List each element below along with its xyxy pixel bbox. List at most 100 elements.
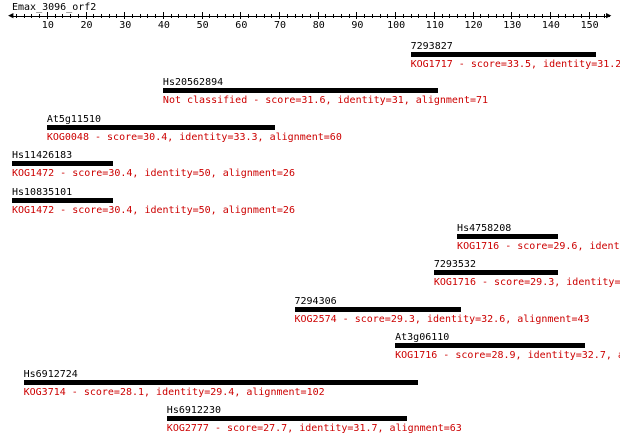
hit-name[interactable]: Hs6912230 (166, 405, 221, 416)
axis-minor-tick (457, 14, 459, 18)
hit-row[interactable]: 7294306 KOG2574 - score=29.3, identity=32… (0, 295, 620, 331)
hit-name[interactable]: 7293827 (410, 41, 453, 52)
axis-minor-tick (263, 14, 265, 18)
hit-alignment-bar[interactable] (433, 270, 558, 276)
axis-minor-tick (209, 14, 211, 18)
hit-name[interactable]: 7294306 (294, 295, 337, 307)
axis-major-tick (124, 12, 126, 19)
axis-minor-tick (39, 14, 41, 18)
axis-minor-tick (248, 14, 250, 18)
hit-name[interactable]: 7293532 (433, 259, 476, 271)
axis-minor-tick (131, 14, 133, 18)
axis-tick-label: 20 (80, 20, 93, 31)
hit-row[interactable]: Hs10835101 KOG1472 - score=30.4, identity… (0, 186, 620, 222)
axis-minor-tick (480, 14, 482, 18)
axis-major-tick (472, 12, 474, 19)
axis-minor-tick (596, 14, 598, 18)
hit-description: KOG0048 - score=30.4, identity=33.3, ali… (46, 131, 342, 143)
hit-row[interactable]: Hs11426183 KOG1472 - score=30.4, identity… (0, 149, 620, 185)
axis-minor-tick (147, 14, 149, 18)
axis-minor-tick (193, 14, 195, 18)
hit-name[interactable]: Hs11426183 (12, 150, 73, 162)
axis-minor-tick (232, 14, 234, 18)
axis-minor-tick (379, 14, 381, 18)
axis-major-tick (162, 12, 164, 19)
hit-row[interactable]: 7293532 KOG1716 - score=29.3, identity= (0, 258, 620, 294)
axis-minor-tick (178, 14, 180, 18)
hit-name[interactable]: At3g06110 (395, 332, 450, 344)
hit-row[interactable]: Hs4758208 KOG1716 - score=29.6, identi (0, 222, 620, 258)
axis-major-tick (317, 12, 319, 19)
axis-major-tick (588, 12, 590, 19)
axis-minor-tick (503, 14, 505, 18)
hit-name[interactable]: Hs20562894 (162, 77, 224, 89)
axis-tick-label: 120 (464, 20, 483, 31)
axis-major-tick (85, 12, 87, 19)
hit-row[interactable]: Hs6912724 KOG3714 - score=28.1, identity=… (0, 368, 620, 404)
axis-minor-tick (302, 14, 304, 18)
axis-minor-tick (580, 14, 582, 18)
axis-major-tick (279, 12, 281, 19)
axis-minor-tick (116, 14, 118, 18)
axis-major-tick (46, 12, 48, 19)
axis-minor-tick (340, 14, 342, 18)
hit-alignment-bar[interactable] (395, 343, 585, 349)
hit-name[interactable]: Hs6912724 (23, 368, 78, 380)
hit-alignment-bar[interactable] (12, 161, 113, 167)
axis-minor-tick (441, 14, 443, 18)
hit-description: KOG1472 - score=30.4, identity=50, align… (12, 204, 295, 216)
axis-tick-label: 90 (351, 20, 364, 31)
axis-minor-tick (495, 14, 497, 18)
axis-minor-tick (309, 14, 311, 18)
axis-minor-tick (101, 14, 102, 18)
axis-minor-tick (108, 14, 110, 18)
axis-major-tick (356, 12, 358, 19)
hit-alignment-bar[interactable] (294, 306, 461, 312)
axis-minor-tick (186, 14, 188, 18)
hit-alignment-bar[interactable] (166, 416, 407, 421)
axis-minor-tick (286, 14, 288, 18)
axis-minor-tick (464, 14, 466, 18)
axis-minor-tick (77, 14, 79, 18)
axis-minor-tick (364, 14, 366, 18)
axis-minor-tick (542, 14, 544, 18)
axis-tick-label: 60 (235, 20, 248, 31)
hit-description: KOG1716 - score=28.9, identity=32.7, a (395, 350, 620, 362)
axis-major-tick (395, 12, 397, 19)
hit-description: KOG2574 - score=29.3, identity=32.6, ali… (294, 313, 590, 325)
axis-major-tick (201, 12, 203, 19)
hit-description: KOG1716 - score=29.3, identity= (433, 277, 620, 289)
hit-alignment-bar[interactable] (23, 379, 419, 385)
axis-left-arrow-icon: ◀ (8, 11, 14, 21)
axis-minor-tick (54, 14, 56, 18)
axis-minor-tick (387, 14, 389, 18)
hit-row[interactable]: Hs20562894 Not classified - score=31.6, i… (0, 76, 620, 112)
hit-row[interactable]: 7293827 KOG1717 - score=33.5, identity=31… (0, 40, 620, 76)
axis-minor-tick (488, 14, 489, 18)
hit-alignment-bar[interactable] (457, 234, 558, 239)
axis-minor-tick (604, 14, 606, 18)
axis-minor-tick (418, 14, 420, 18)
hit-row[interactable]: Hs6912230 KOG2777 - score=27.7, identity=… (0, 404, 620, 440)
axis-major-tick (240, 12, 242, 19)
axis-minor-tick (557, 14, 559, 18)
hit-alignment-bar[interactable] (46, 124, 276, 130)
axis-minor-tick (426, 14, 428, 18)
axis-minor-tick (31, 14, 33, 18)
axis-minor-tick (139, 14, 141, 18)
hit-name[interactable]: Hs10835101 (12, 186, 73, 198)
hit-alignment-bar[interactable] (410, 52, 597, 57)
axis-minor-tick (573, 14, 575, 18)
axis-major-tick (433, 12, 435, 19)
axis-minor-tick (410, 14, 412, 18)
hit-alignment-bar[interactable] (162, 88, 438, 94)
axis-minor-tick (15, 14, 17, 18)
hit-name[interactable]: At5g11510 (46, 113, 102, 125)
hit-row[interactable]: At5g11510 KOG0048 - score=30.4, identity=… (0, 113, 620, 149)
hit-name[interactable]: Hs4758208 (457, 223, 512, 234)
hit-row[interactable]: At3g06110 KOG1716 - score=28.9, identity=… (0, 331, 620, 367)
hit-alignment-bar[interactable] (12, 197, 113, 203)
axis-minor-tick (348, 14, 350, 18)
axis-minor-tick (402, 14, 404, 18)
axis-minor-tick (23, 14, 25, 18)
